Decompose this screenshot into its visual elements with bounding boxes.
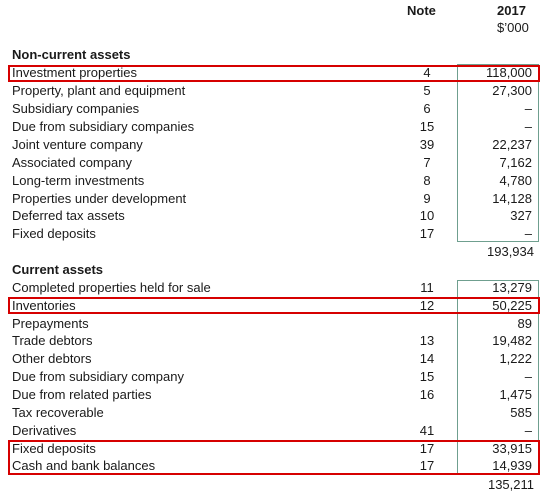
table-row: Joint venture company 39 22,237 <box>12 136 539 154</box>
row-value: 4,780 <box>499 173 532 188</box>
row-value: 14,939 <box>492 458 532 473</box>
row-note: 5 <box>423 83 431 98</box>
highlight-inventories <box>8 297 540 314</box>
table-row: Inventories 12 50,225 <box>12 297 539 315</box>
row-label: Associated company <box>12 155 132 170</box>
table-row: Due from related parties 16 1,475 <box>12 386 539 404</box>
highlight-investment-properties <box>8 65 540 82</box>
row-label: Deferred tax assets <box>12 208 125 223</box>
note-column-header: Note <box>407 3 436 18</box>
table-row: Other debtors 14 1,222 <box>12 350 539 368</box>
row-value: 27,300 <box>492 83 532 98</box>
row-value: – <box>524 119 532 134</box>
row-label: Prepayments <box>12 316 89 331</box>
table-row: Fixed deposits 17 – <box>12 225 539 243</box>
row-note: 17 <box>419 226 435 241</box>
row-label: Inventories <box>12 298 76 313</box>
row-label: Investment properties <box>12 65 138 80</box>
row-note: 6 <box>423 101 431 116</box>
row-note: 7 <box>423 155 431 170</box>
row-value: – <box>524 423 532 438</box>
row-note: 8 <box>423 173 431 188</box>
highlight-fixed-deposits-cash <box>8 440 540 475</box>
unit-label: $’000 <box>497 20 529 35</box>
row-note: 39 <box>419 137 435 152</box>
row-label: Trade debtors <box>12 333 93 348</box>
row-label: Tax recoverable <box>12 405 104 420</box>
row-value: – <box>524 226 532 241</box>
noncurrent-assets-title: Non-current assets <box>12 47 131 62</box>
row-value: 1,475 <box>499 387 532 402</box>
row-note: 15 <box>419 119 435 134</box>
row-label: Subsidiary companies <box>12 101 140 116</box>
table-row: Long-term investments 8 4,780 <box>12 172 539 190</box>
row-label: Long-term investments <box>12 173 145 188</box>
row-value: 19,482 <box>492 333 532 348</box>
table-row: Tax recoverable 585 <box>12 404 539 422</box>
table-row: Due from subsidiary company 15 – <box>12 368 539 386</box>
row-note: 17 <box>419 441 435 456</box>
row-value: 22,237 <box>492 137 532 152</box>
current-total: 135,211 <box>487 477 534 492</box>
table-row: Derivatives 41 – <box>12 422 539 440</box>
row-label: Completed properties held for sale <box>12 280 211 295</box>
row-note: 9 <box>423 191 431 206</box>
row-value: 14,128 <box>492 191 532 206</box>
row-label: Derivatives <box>12 423 77 438</box>
row-note: 41 <box>419 423 435 438</box>
table-row: Trade debtors 13 19,482 <box>12 332 539 350</box>
row-value: 327 <box>510 208 532 223</box>
table-row: Investment properties 4 118,000 <box>12 64 539 82</box>
row-note: 10 <box>419 208 435 223</box>
table-row: Associated company 7 7,162 <box>12 154 539 172</box>
row-label: Due from related parties <box>12 387 152 402</box>
row-label: Joint venture company <box>12 137 143 152</box>
row-value: 585 <box>510 405 532 420</box>
row-label: Property, plant and equipment <box>12 83 186 98</box>
table-row: Property, plant and equipment 5 27,300 <box>12 82 539 100</box>
row-label: Cash and bank balances <box>12 458 156 473</box>
row-value: 7,162 <box>499 155 532 170</box>
row-value: – <box>524 101 532 116</box>
row-label: Due from subsidiary companies <box>12 119 195 134</box>
row-label: Other debtors <box>12 351 92 366</box>
row-value: 13,279 <box>492 280 532 295</box>
noncurrent-total: 193,934 <box>487 244 534 259</box>
table-row: Properties under development 9 14,128 <box>12 190 539 208</box>
row-note: 13 <box>419 333 435 348</box>
table-row: Deferred tax assets 10 327 <box>12 207 539 225</box>
row-note: 12 <box>419 298 435 313</box>
row-note: 16 <box>419 387 435 402</box>
row-note: 15 <box>419 369 435 384</box>
row-value: 50,225 <box>492 298 532 313</box>
table-row: Due from subsidiary companies 15 – <box>12 118 539 136</box>
row-value: 1,222 <box>499 351 532 366</box>
row-value: 89 <box>517 316 532 331</box>
table-row: Fixed deposits 17 33,915 <box>12 440 539 458</box>
row-value: 33,915 <box>492 441 532 456</box>
table-row: Subsidiary companies 6 – <box>12 100 539 118</box>
row-note: 17 <box>419 458 435 473</box>
table-row: Cash and bank balances 17 14,939 <box>12 457 539 475</box>
row-label: Fixed deposits <box>12 441 96 456</box>
row-label: Due from subsidiary company <box>12 369 184 384</box>
row-note: 14 <box>419 351 435 366</box>
year-column-header: 2017 <box>497 3 526 18</box>
row-note: 4 <box>423 65 431 80</box>
table-row: Completed properties held for sale 11 13… <box>12 279 539 297</box>
row-label: Fixed deposits <box>12 226 96 241</box>
row-value: – <box>524 369 532 384</box>
row-note: 11 <box>420 280 434 295</box>
table-row: Prepayments 89 <box>12 315 539 333</box>
noncurrent-value-frame <box>457 64 539 242</box>
row-label: Properties under development <box>12 191 187 206</box>
current-assets-title: Current assets <box>12 262 104 277</box>
row-value: 118,000 <box>485 65 532 80</box>
